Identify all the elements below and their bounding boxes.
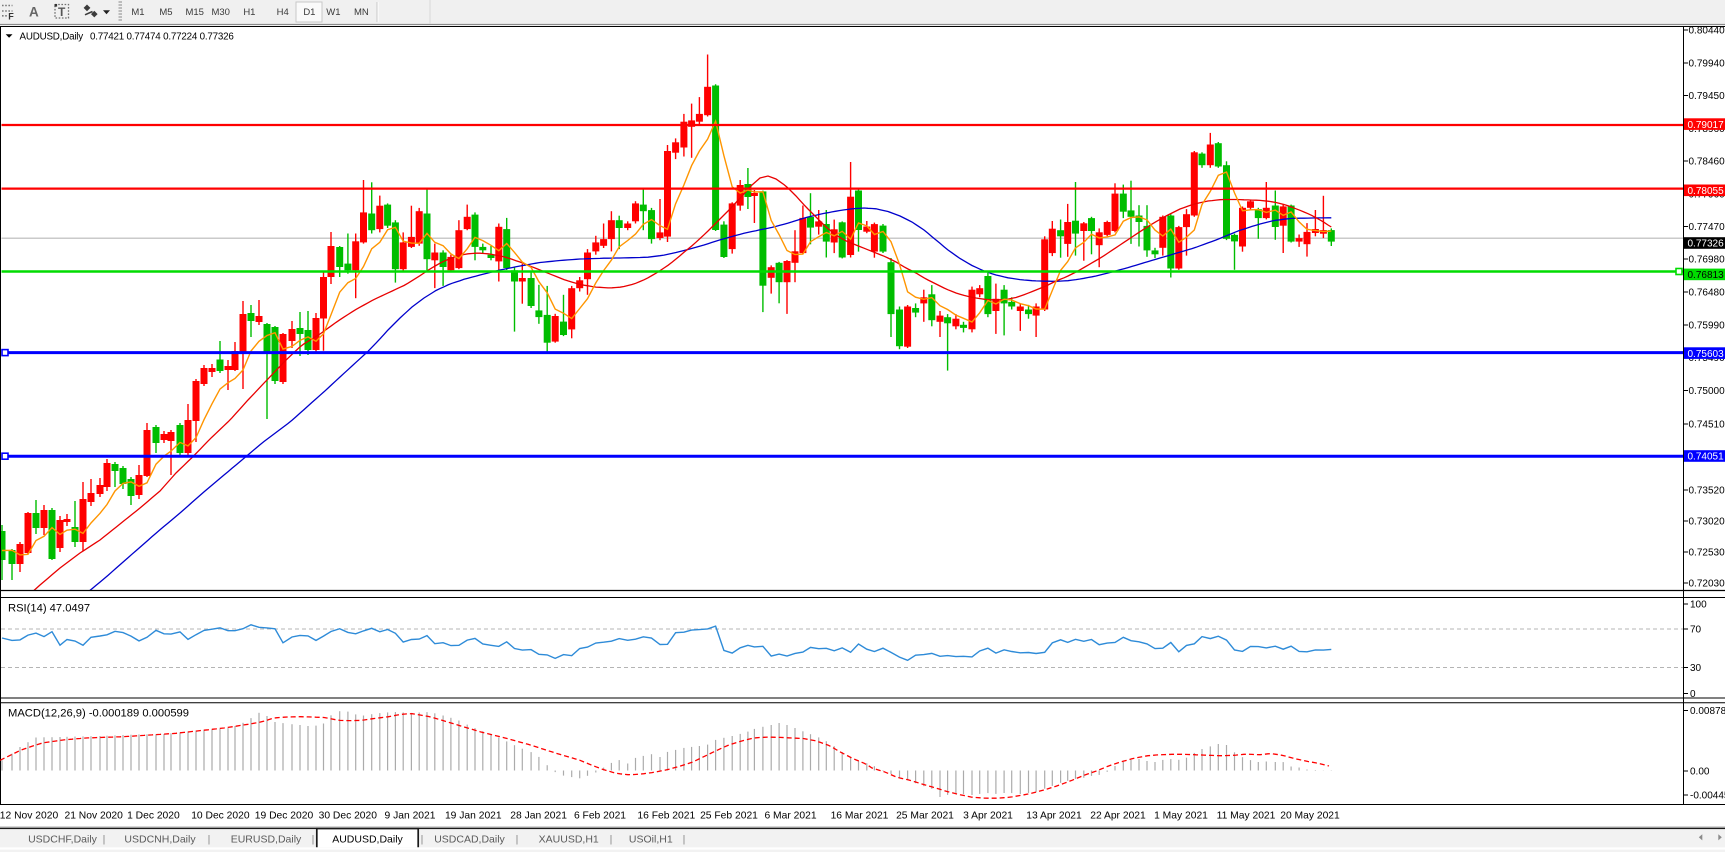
svg-text:0.008782: 0.008782	[1690, 706, 1725, 717]
svg-text:0.74051: 0.74051	[1688, 452, 1725, 463]
svg-text:RSI(14) 47.0497: RSI(14) 47.0497	[8, 603, 90, 615]
svg-text:0.74510: 0.74510	[1689, 420, 1725, 431]
svg-text:0.79450: 0.79450	[1689, 91, 1725, 102]
svg-text:0.72530: 0.72530	[1689, 548, 1725, 559]
svg-text:H1: H1	[243, 7, 255, 18]
svg-text:0.73520: 0.73520	[1689, 486, 1725, 497]
svg-text:MACD(12,26,9) -0.000189 0.0005: MACD(12,26,9) -0.000189 0.000599	[8, 708, 189, 720]
svg-text:AUDUSD,Daily: AUDUSD,Daily	[20, 32, 84, 43]
svg-text:0.78460: 0.78460	[1689, 157, 1725, 168]
svg-text:|: |	[610, 834, 613, 846]
svg-text:9 Jan 2021: 9 Jan 2021	[385, 811, 436, 822]
svg-text:M15: M15	[185, 7, 203, 18]
svg-text:0.77326: 0.77326	[1688, 239, 1725, 250]
svg-text:0.77470: 0.77470	[1689, 222, 1725, 233]
svg-text:|: |	[421, 834, 424, 846]
svg-text:0.78055: 0.78055	[1688, 186, 1725, 197]
svg-text:M5: M5	[159, 7, 172, 18]
svg-text:25 Mar 2021: 25 Mar 2021	[896, 811, 954, 822]
svg-text:1 May 2021: 1 May 2021	[1154, 811, 1208, 822]
svg-text:0.72030: 0.72030	[1689, 579, 1725, 590]
svg-text:USOil,H1: USOil,H1	[629, 834, 673, 846]
svg-text:28 Jan 2021: 28 Jan 2021	[510, 811, 567, 822]
svg-text:USDCAD,Daily: USDCAD,Daily	[434, 834, 505, 846]
svg-text:T: T	[58, 5, 66, 19]
svg-text:M30: M30	[211, 7, 229, 18]
svg-text:0.79940: 0.79940	[1689, 59, 1725, 70]
svg-text:D1: D1	[303, 7, 315, 18]
svg-text:0.75990: 0.75990	[1689, 321, 1725, 332]
svg-text:A: A	[29, 5, 39, 20]
svg-text:|: |	[208, 834, 211, 846]
svg-text:|: |	[103, 834, 106, 846]
svg-text:6 Mar 2021: 6 Mar 2021	[764, 811, 816, 822]
svg-text:30: 30	[1690, 663, 1702, 674]
svg-text:0.00: 0.00	[1690, 767, 1710, 778]
svg-text:AUDUSD,Daily: AUDUSD,Daily	[332, 834, 403, 846]
svg-text:13 Apr 2021: 13 Apr 2021	[1026, 811, 1082, 822]
svg-text:0.75603: 0.75603	[1688, 349, 1725, 360]
svg-text:0.76813: 0.76813	[1688, 270, 1725, 281]
svg-text:F: F	[8, 12, 14, 22]
svg-text:|: |	[683, 834, 686, 846]
svg-text:12 Nov 2020: 12 Nov 2020	[0, 811, 58, 822]
svg-text:19 Dec 2020: 19 Dec 2020	[255, 811, 314, 822]
svg-text:EURUSD,Daily: EURUSD,Daily	[231, 834, 302, 846]
svg-text:11 May 2021: 11 May 2021	[1217, 811, 1276, 822]
svg-text:USDCHF,Daily: USDCHF,Daily	[28, 834, 98, 846]
svg-text:0.77421 0.77474 0.77224 0.7732: 0.77421 0.77474 0.77224 0.77326	[90, 32, 234, 43]
svg-text:10 Dec 2020: 10 Dec 2020	[191, 811, 250, 822]
svg-text:21 Nov 2020: 21 Nov 2020	[64, 811, 123, 822]
svg-text:-0.004451: -0.004451	[1690, 791, 1725, 802]
svg-text:25 Feb 2021: 25 Feb 2021	[700, 811, 758, 822]
svg-text:0: 0	[1690, 689, 1696, 700]
svg-text:30 Dec 2020: 30 Dec 2020	[319, 811, 378, 822]
svg-text:6 Feb 2021: 6 Feb 2021	[574, 811, 626, 822]
svg-text:M1: M1	[131, 7, 144, 18]
svg-text:0.76980: 0.76980	[1689, 255, 1725, 266]
svg-text:|: |	[516, 834, 519, 846]
svg-text:W1: W1	[326, 7, 340, 18]
svg-text:19 Jan 2021: 19 Jan 2021	[445, 811, 502, 822]
svg-text:XAUUSD,H1: XAUUSD,H1	[539, 834, 599, 846]
svg-text:0.79017: 0.79017	[1688, 120, 1725, 131]
svg-text:100: 100	[1690, 600, 1707, 611]
svg-text:H4: H4	[277, 7, 289, 18]
svg-text:3 Apr 2021: 3 Apr 2021	[963, 811, 1013, 822]
svg-text:|: |	[312, 834, 315, 846]
svg-text:0.73020: 0.73020	[1689, 517, 1725, 528]
svg-text:70: 70	[1690, 625, 1702, 636]
svg-text:0.75000: 0.75000	[1689, 386, 1725, 397]
svg-text:USDCNH,Daily: USDCNH,Daily	[124, 834, 196, 846]
svg-text:1 Dec 2020: 1 Dec 2020	[127, 811, 180, 822]
svg-text:16 Feb 2021: 16 Feb 2021	[637, 811, 695, 822]
svg-text:20 May 2021: 20 May 2021	[1280, 811, 1340, 822]
svg-text:16 Mar 2021: 16 Mar 2021	[831, 811, 889, 822]
svg-text:22 Apr 2021: 22 Apr 2021	[1090, 811, 1146, 822]
svg-text:0.76480: 0.76480	[1689, 288, 1725, 299]
svg-text:0.80440: 0.80440	[1689, 26, 1725, 37]
svg-text:MN: MN	[354, 7, 369, 18]
